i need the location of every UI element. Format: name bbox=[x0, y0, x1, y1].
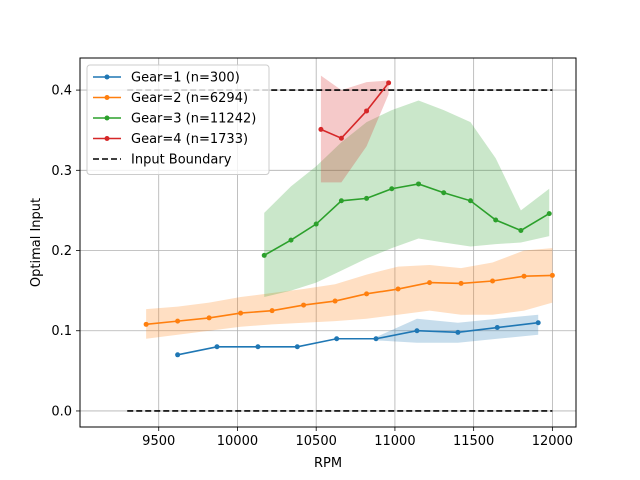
data-point bbox=[395, 286, 401, 292]
data-point bbox=[301, 302, 307, 308]
data-point bbox=[318, 126, 324, 132]
y-tick-label: 0.3 bbox=[51, 164, 72, 179]
data-point bbox=[238, 310, 244, 316]
y-axis-label: Optimal Input bbox=[29, 198, 44, 287]
data-point bbox=[334, 336, 340, 342]
y-tick-label: 0.0 bbox=[51, 404, 72, 419]
data-point bbox=[338, 135, 344, 141]
confidence-band bbox=[146, 248, 553, 339]
data-point bbox=[427, 280, 433, 286]
data-point bbox=[373, 336, 379, 342]
data-point bbox=[494, 325, 500, 331]
series-line bbox=[177, 321, 539, 356]
data-point bbox=[313, 221, 319, 227]
legend-label: Gear=2 (n=6294) bbox=[131, 91, 248, 106]
x-axis-label: RPM bbox=[314, 456, 342, 471]
data-point bbox=[255, 344, 261, 350]
legend-box bbox=[86, 64, 270, 175]
data-point bbox=[535, 320, 541, 326]
confidence-band bbox=[320, 75, 389, 183]
x-tick-label: 10500 bbox=[296, 434, 337, 449]
data-point bbox=[468, 198, 474, 204]
y-tick-label: 0.4 bbox=[51, 84, 72, 99]
legend-marker bbox=[104, 136, 110, 141]
data-point bbox=[214, 344, 220, 350]
data-point bbox=[389, 186, 395, 192]
data-point bbox=[261, 252, 267, 258]
data-point bbox=[458, 280, 464, 286]
data-point bbox=[206, 315, 212, 321]
x-tick-label: 9500 bbox=[142, 434, 175, 449]
reference-lines bbox=[127, 89, 553, 412]
legend: Gear=1 (n=300) Gear=2 (n=6294) Gear=3 (n=1… bbox=[86, 64, 270, 175]
data-point bbox=[143, 321, 149, 327]
data-point bbox=[386, 80, 392, 86]
data-point bbox=[364, 291, 370, 297]
confidence-band bbox=[376, 314, 539, 343]
data-point bbox=[294, 344, 300, 350]
data-point bbox=[493, 217, 499, 223]
legend-label: Gear=4 (n=1733) bbox=[131, 132, 248, 147]
plot-frame bbox=[79, 57, 577, 428]
y-tick-label: 0.1 bbox=[51, 324, 72, 339]
data-point bbox=[441, 190, 447, 196]
series-line bbox=[320, 82, 390, 140]
series-line bbox=[146, 274, 553, 326]
data-point bbox=[364, 195, 370, 201]
data-point bbox=[546, 211, 552, 217]
confidence-band bbox=[264, 100, 550, 298]
data-point bbox=[175, 318, 181, 324]
data-point bbox=[414, 328, 420, 334]
confidence-bands bbox=[146, 75, 553, 343]
data-point bbox=[518, 227, 524, 233]
legend-marker bbox=[104, 95, 110, 100]
data-point bbox=[490, 278, 496, 284]
data-point bbox=[521, 273, 527, 279]
series-lines bbox=[143, 80, 555, 358]
x-tick-label: 10000 bbox=[217, 434, 258, 449]
data-point bbox=[175, 352, 181, 358]
legend-marker bbox=[104, 115, 110, 121]
data-point bbox=[364, 108, 370, 114]
series-line bbox=[263, 183, 550, 257]
data-point bbox=[416, 181, 422, 187]
data-point bbox=[549, 272, 555, 278]
x-tick-label: 11500 bbox=[453, 434, 494, 449]
data-point bbox=[332, 298, 338, 304]
x-tick-label: 11000 bbox=[374, 434, 415, 449]
data-point bbox=[455, 329, 461, 335]
legend-marker bbox=[104, 74, 110, 80]
legend-label: Gear=1 (n=300) bbox=[131, 71, 240, 86]
data-point bbox=[338, 198, 344, 204]
data-point bbox=[288, 237, 294, 243]
legend-label: Input Boundary bbox=[131, 153, 232, 168]
legend-label: Gear=3 (n=11242) bbox=[131, 112, 256, 127]
data-point bbox=[269, 308, 275, 314]
x-tick-label: 12000 bbox=[532, 434, 573, 449]
y-tick-label: 0.2 bbox=[51, 244, 72, 259]
axis-ticks: 9500 10000 10500 11000 11500 12000 0.0 0.1 0.2 0.… bbox=[51, 84, 573, 449]
